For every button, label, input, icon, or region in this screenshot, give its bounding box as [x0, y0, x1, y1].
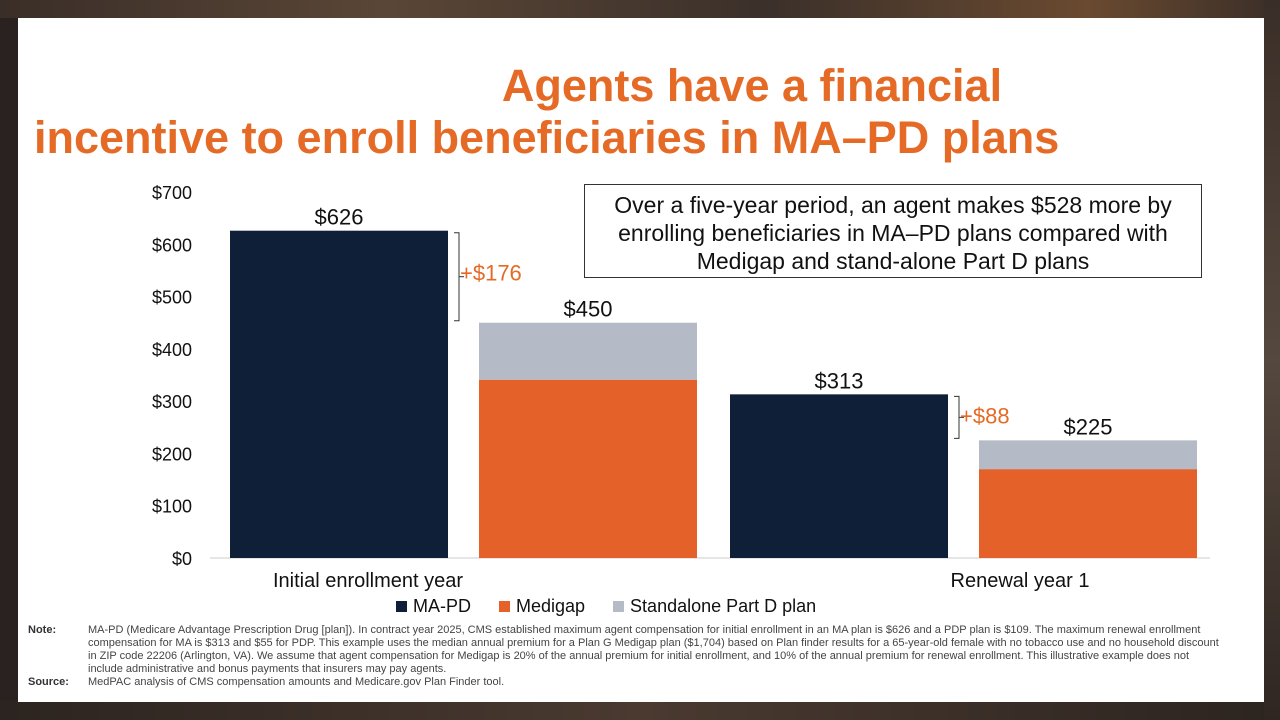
bar-label-ma-pd: $626	[315, 205, 364, 230]
legend-label-medigap: Medigap	[516, 596, 586, 616]
y-tick-label: $600	[152, 235, 192, 255]
background-right	[1264, 0, 1280, 720]
y-tick-label: $0	[172, 549, 192, 569]
source-label: Source:	[28, 676, 69, 688]
difference-bracket	[954, 395, 960, 439]
bar-label-stacked: $225	[1064, 414, 1113, 439]
legend-item-medigap: Medigap	[499, 596, 585, 617]
title-line-1: Agents have a financial	[501, 60, 1003, 111]
legend-label-part-d: Standalone Part D plan	[630, 596, 817, 616]
legend-swatch-ma-pd	[396, 601, 407, 612]
bar-ma-pd	[730, 394, 948, 558]
note-text: MA-PD (Medicare Advantage Prescription D…	[88, 624, 1219, 675]
x-category-label: Renewal year 1	[951, 570, 1090, 592]
bar-chart: $0 $100 $200 $300 $400 $500 $600 $700 $626 $450 +$…	[152, 183, 1210, 592]
difference-bracket	[454, 232, 460, 322]
bar-ma-pd	[230, 230, 448, 559]
slide: Agents have a financial incentive to enr…	[18, 18, 1264, 702]
y-tick-label: $300	[152, 392, 192, 412]
y-tick-label: $100	[152, 497, 192, 517]
legend-swatch-medigap	[499, 601, 510, 612]
legend-item-part-d: Standalone Part D plan	[613, 596, 816, 617]
note-label: Note:	[28, 624, 57, 636]
background-top	[0, 0, 1280, 18]
title-line-2: incentive to enroll beneficiaries in MA–…	[34, 112, 1060, 163]
bar-label-ma-pd: $313	[815, 368, 864, 393]
note-row: Note: MA-PD (Medicare Advantage Prescrip…	[28, 624, 1224, 676]
source-text: MedPAC analysis of CMS compensation amou…	[88, 676, 505, 688]
bar-medigap	[479, 379, 697, 558]
legend-label-ma-pd: MA-PD	[413, 596, 471, 616]
y-tick-label: $400	[152, 340, 192, 360]
y-tick-label: $500	[152, 288, 192, 308]
source-row: Source: MedPAC analysis of CMS compensat…	[28, 676, 1224, 689]
slide-title: Agents have a financial incentive to enr…	[32, 60, 1172, 164]
callout-box: Over a five-year period, an agent makes …	[584, 184, 1202, 278]
legend-swatch-part-d	[613, 601, 625, 612]
y-tick-label: $200	[152, 444, 192, 464]
x-category-label: Initial enrollment year	[273, 570, 463, 592]
difference-label: +$88	[960, 403, 1010, 428]
legend-item-ma-pd: MA-PD	[396, 596, 471, 617]
background-bottom	[0, 700, 1280, 720]
footnotes: Note: MA-PD (Medicare Advantage Prescrip…	[28, 624, 1224, 689]
bar-medigap	[979, 469, 1197, 558]
bar-part-d	[479, 322, 697, 380]
y-tick-label: $700	[152, 183, 192, 203]
bar-label-stacked: $450	[564, 297, 613, 322]
difference-label: +$176	[460, 260, 522, 285]
bar-part-d	[979, 440, 1197, 470]
chart-legend: MA-PD Medigap Standalone Part D plan	[396, 596, 816, 617]
